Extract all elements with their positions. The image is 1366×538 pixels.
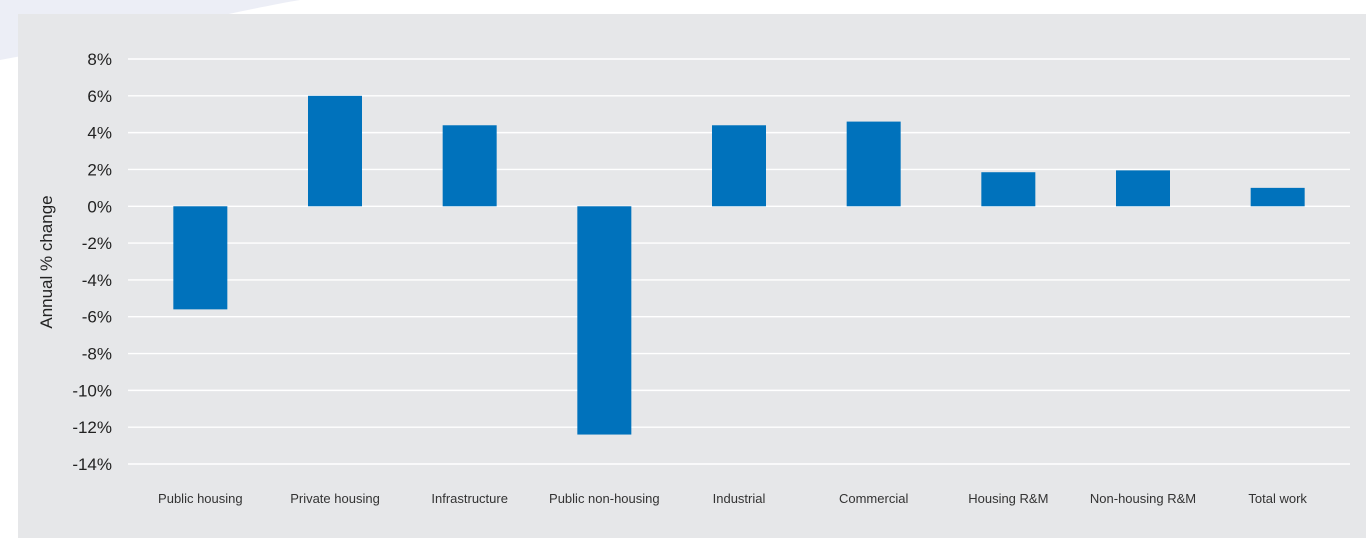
category-label: Non-housing R&M	[1090, 491, 1196, 506]
category-label: Commercial	[839, 491, 908, 506]
bar	[308, 95, 362, 207]
y-tick-label: -10%	[72, 381, 112, 400]
bar	[846, 121, 901, 207]
y-tick-label: 4%	[87, 124, 112, 143]
category-label: Industrial	[713, 491, 766, 506]
bar	[1250, 187, 1305, 207]
category-labels: Public housing Private housing Infrastruct…	[158, 491, 1307, 506]
y-tick-label: -8%	[82, 345, 112, 364]
bar	[981, 172, 1036, 207]
y-tick-label: 2%	[87, 160, 112, 179]
category-label: Public non-housing	[549, 491, 660, 506]
category-label: Total work	[1248, 491, 1307, 506]
y-tick-label: -14%	[72, 455, 112, 474]
y-tick-label: -6%	[82, 308, 112, 327]
bar	[173, 206, 228, 310]
category-label: Public housing	[158, 491, 243, 506]
y-tick-label: 0%	[87, 197, 112, 216]
chart-panel	[18, 14, 1366, 538]
bar	[577, 206, 632, 435]
bar	[1116, 170, 1170, 207]
bar	[442, 125, 497, 207]
y-tick-label: -2%	[82, 234, 112, 253]
y-tick-label: 8%	[87, 50, 112, 69]
category-label: Housing R&M	[968, 491, 1048, 506]
y-tick-label: -4%	[82, 271, 112, 290]
y-tick-labels: 8% 6% 4% 2% 0% -2% -4% -6% -8% -10% -12% -14%	[72, 50, 112, 474]
bars	[173, 95, 1305, 435]
y-tick-label: 6%	[87, 87, 112, 106]
category-label: Private housing	[290, 491, 380, 506]
y-axis-label: Annual % change	[37, 195, 56, 328]
y-tick-label: -12%	[72, 418, 112, 437]
bar	[712, 125, 766, 207]
category-label: Infrastructure	[431, 491, 508, 506]
